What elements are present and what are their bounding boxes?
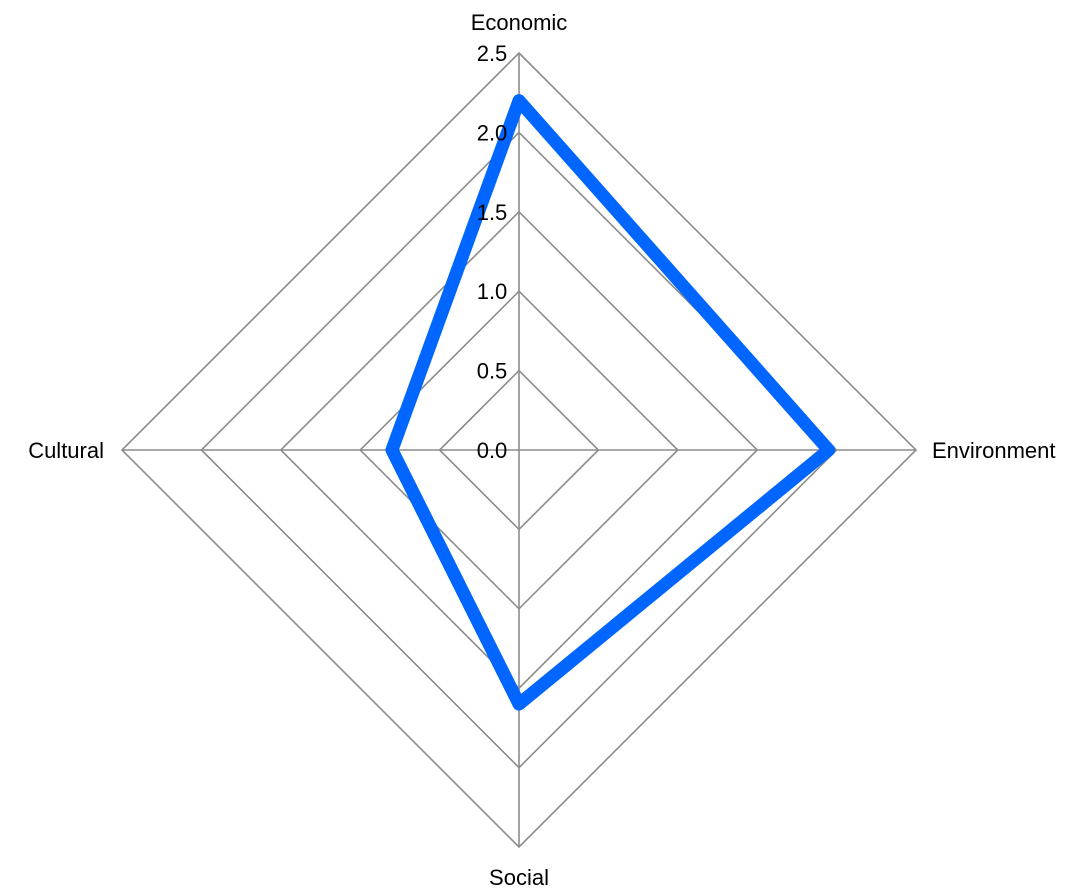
radar-spokes bbox=[122, 53, 916, 847]
tick-label-4: 2.0 bbox=[477, 120, 508, 145]
radar-series bbox=[385, 94, 836, 711]
tick-label-2: 1.0 bbox=[477, 279, 508, 304]
axis-label-economic: Economic bbox=[471, 10, 568, 35]
tick-label-0: 0.0 bbox=[477, 438, 508, 463]
axis-label-social: Social bbox=[489, 865, 549, 890]
axis-label-cultural: Cultural bbox=[28, 438, 104, 463]
tick-label-5: 2.5 bbox=[477, 41, 508, 66]
axis-label-environment: Environment bbox=[932, 438, 1056, 463]
radar-tick-labels: 0.0 0.5 1.0 1.5 2.0 2.5 bbox=[477, 41, 508, 463]
tick-label-3: 1.5 bbox=[477, 200, 508, 225]
series-line-0 bbox=[385, 94, 836, 711]
tick-label-1: 0.5 bbox=[477, 359, 508, 384]
